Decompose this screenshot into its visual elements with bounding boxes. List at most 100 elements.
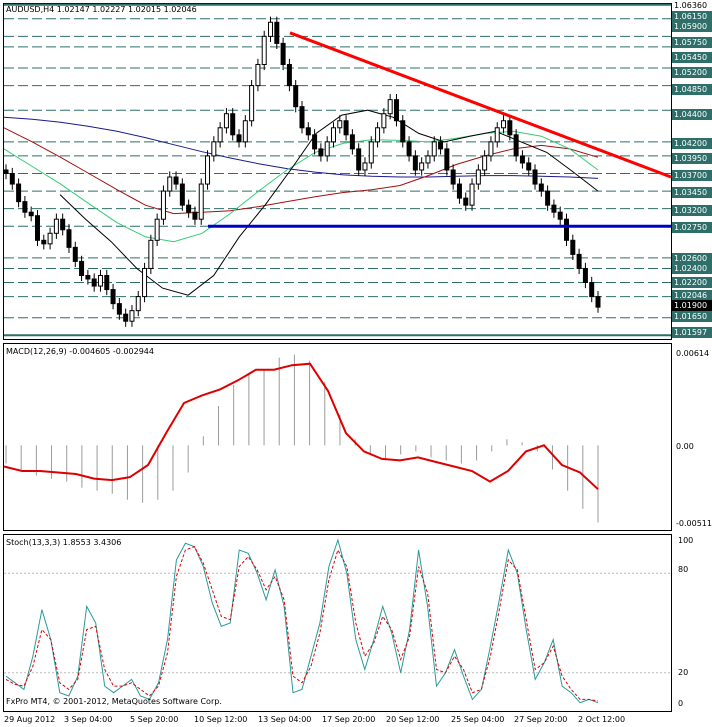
ma-navy-line — [3, 116, 599, 179]
candle-body — [261, 35, 267, 65]
candle-body — [381, 113, 387, 129]
candle-body — [167, 176, 173, 192]
price-tick: 1.06360 — [674, 1, 708, 10]
candle-body — [595, 296, 601, 308]
price-panel-title: AUDUSD,H4 1.02147 1.02227 1.02015 1.0204… — [6, 5, 197, 14]
candle-body — [129, 310, 135, 322]
candle-body — [375, 127, 381, 143]
stoch-panel[interactable] — [3, 534, 672, 712]
time-tick-label: 20 Sep 12:00 — [386, 715, 440, 724]
price-level: 1.02400 — [672, 263, 712, 274]
candle-body — [85, 274, 91, 280]
candle-body — [305, 127, 311, 136]
candle-body — [582, 267, 588, 284]
candle-body — [22, 201, 28, 213]
macd-signal-line — [3, 362, 599, 490]
candle-body — [16, 183, 22, 203]
candle-body — [469, 183, 475, 206]
price-level: 1.04850 — [672, 84, 712, 95]
candle-body — [205, 155, 211, 185]
stoch-axis: 100 80 20 0 — [672, 534, 712, 712]
candle-body — [104, 274, 110, 291]
candle-body — [513, 134, 519, 157]
candle-body — [412, 155, 418, 171]
current-price-label: 1.01900 — [672, 300, 712, 311]
candle-body — [274, 21, 280, 44]
candle-body — [438, 141, 444, 150]
candle-body — [116, 303, 122, 315]
price-level: 1.05450 — [672, 52, 712, 63]
price-level: 1.03700 — [672, 170, 712, 181]
candle-body — [557, 211, 563, 220]
candle-body — [97, 274, 103, 287]
candle-body — [249, 85, 255, 122]
stoch-signal-line — [5, 545, 599, 702]
candle-body — [91, 278, 97, 287]
candle-body — [34, 215, 40, 241]
price-level: 1.05900 — [672, 21, 712, 32]
candle-body — [343, 120, 349, 136]
stoch-tick: 80 — [678, 565, 689, 574]
price-level: 1.03200 — [672, 205, 712, 216]
candle-body — [551, 204, 557, 213]
candle-body — [406, 141, 412, 157]
candle-body — [456, 183, 462, 199]
price-level: 1.02750 — [672, 222, 712, 233]
candle-body — [223, 113, 229, 129]
time-tick-label: 3 Sep 04:00 — [64, 715, 113, 724]
candle-body — [53, 218, 59, 234]
candle-body — [564, 218, 570, 241]
candle-body — [28, 211, 34, 217]
candle-body — [419, 162, 425, 171]
time-tick-label: 17 Sep 20:00 — [322, 715, 376, 724]
candle-body — [431, 141, 437, 157]
candle-body — [110, 289, 116, 305]
time-tick-label: 29 Aug 2012 — [4, 715, 56, 724]
macd-tick: 0.00614 — [676, 349, 710, 358]
candle-body — [211, 141, 217, 157]
candle-body — [135, 296, 141, 312]
candle-body — [173, 176, 179, 185]
macd-tick: -0.00511 — [676, 519, 712, 528]
candle-body — [576, 253, 582, 269]
candle-body — [463, 197, 469, 206]
stoch-tick: 20 — [678, 668, 689, 677]
time-tick-label: 25 Sep 04:00 — [451, 715, 505, 724]
time-tick-label: 5 Sep 20:00 — [130, 715, 179, 724]
candle-body — [312, 134, 318, 150]
candle-body — [3, 169, 9, 175]
price-level: 1.01650 — [672, 311, 712, 322]
macd-panel-title: MACD(12,26,9) -0.004605 -0.002944 — [6, 347, 154, 356]
price-level: 1.06150 — [672, 11, 712, 22]
candle-body — [268, 21, 274, 37]
candle-body — [526, 162, 532, 171]
candle-body — [444, 148, 450, 171]
candle-body — [532, 169, 538, 185]
candle-body — [179, 183, 185, 206]
macd-axis: 0.00614 0.00 -0.00511 — [672, 343, 712, 531]
price-level: 1.05200 — [672, 67, 712, 78]
candle-body — [482, 155, 488, 171]
candle-body — [362, 162, 368, 171]
candle-body — [217, 127, 223, 143]
macd-panel[interactable] — [3, 343, 672, 531]
time-tick-label: 13 Sep 04:00 — [258, 715, 312, 724]
price-level: 1.03950 — [672, 153, 712, 164]
candle-body — [123, 313, 129, 322]
time-tick-label: 27 Sep 20:00 — [514, 715, 568, 724]
candle-body — [299, 106, 305, 129]
candle-body — [9, 173, 15, 185]
candle-body — [501, 120, 507, 129]
ma-brown-line — [3, 127, 599, 215]
candle-body — [330, 127, 336, 143]
stoch-tick: 100 — [678, 536, 694, 545]
candle-body — [60, 218, 66, 231]
candle-body — [425, 155, 431, 164]
candle-body — [293, 85, 299, 108]
candle-body — [230, 113, 236, 136]
candle-body — [280, 42, 286, 65]
ma-black-line — [59, 109, 599, 296]
candle-body — [519, 155, 525, 164]
price-panel[interactable] — [3, 3, 672, 340]
